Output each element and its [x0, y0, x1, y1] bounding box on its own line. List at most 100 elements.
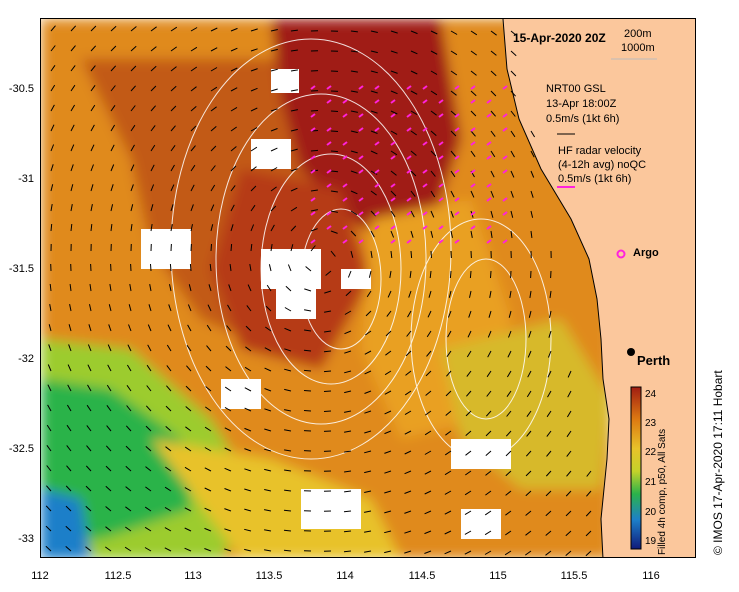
velocity-vector	[470, 150, 476, 157]
velocity-vector	[350, 130, 358, 134]
velocity-vector	[547, 350, 552, 358]
velocity-vector	[526, 390, 532, 398]
velocity-vector	[404, 450, 412, 455]
velocity-vector	[210, 106, 217, 112]
velocity-vector	[150, 224, 153, 232]
velocity-vector	[106, 425, 112, 432]
hf-vector	[374, 169, 380, 174]
argo-marker[interactable]	[616, 249, 626, 259]
velocity-vector	[125, 425, 132, 432]
velocity-vector	[485, 430, 492, 437]
velocity-vector	[290, 187, 298, 192]
hf-vector	[310, 85, 316, 90]
velocity-vector	[110, 85, 116, 92]
velocity-vector	[530, 230, 533, 238]
perth-marker[interactable]	[627, 348, 635, 356]
velocity-vector	[410, 190, 416, 197]
colorbar-tick-20: 20	[645, 507, 657, 518]
hf-vector	[486, 239, 492, 244]
hf-vector	[390, 99, 396, 104]
velocity-vector	[364, 370, 372, 375]
velocity-vector	[565, 490, 572, 497]
hf-vector	[390, 239, 396, 244]
velocity-vector	[190, 86, 197, 92]
velocity-vector	[184, 547, 192, 552]
hf-vector	[390, 113, 396, 118]
velocity-vector	[404, 530, 412, 534]
velocity-vector	[170, 184, 175, 192]
velocity-vector	[225, 366, 232, 372]
velocity-vector	[506, 370, 512, 378]
velocity-vector	[284, 307, 292, 312]
velocity-vector	[265, 326, 272, 332]
velocity-vector	[227, 304, 232, 312]
velocity-vector	[270, 244, 273, 252]
velocity-vector	[230, 106, 238, 112]
velocity-vector	[110, 25, 117, 32]
velocity-vector	[126, 364, 132, 372]
velocity-vector	[384, 390, 392, 395]
velocity-vector	[85, 465, 92, 472]
velocity-vector	[85, 505, 92, 512]
velocity-vector	[310, 110, 319, 112]
velocity-vector	[90, 124, 95, 132]
velocity-vector	[510, 170, 515, 178]
velocity-vector	[210, 47, 218, 52]
velocity-vector	[150, 144, 156, 152]
velocity-vector	[344, 310, 352, 315]
velocity-vector	[485, 490, 492, 496]
velocity-vector	[108, 324, 112, 332]
velocity-vector	[145, 466, 152, 472]
velocity-vector	[90, 184, 94, 192]
velocity-vector	[470, 90, 477, 97]
velocity-vector	[506, 410, 512, 417]
map-date: 15-Apr-2020 20Z	[513, 31, 606, 45]
velocity-vector	[585, 550, 592, 557]
velocity-vector	[445, 410, 452, 416]
hf-vector	[486, 225, 492, 230]
velocity-vector	[404, 550, 412, 554]
sst-map[interactable]: 15-Apr-2020 20Z 200m 1000m NRT00 GSL 13-…	[40, 18, 696, 558]
velocity-vector	[404, 430, 412, 435]
velocity-vector	[330, 130, 339, 132]
velocity-vector	[70, 45, 76, 52]
hf-vector	[502, 211, 508, 216]
velocity-vector	[330, 210, 338, 213]
velocity-vector	[386, 310, 392, 317]
velocity-vector	[384, 550, 392, 554]
velocity-vector	[229, 264, 232, 272]
x-tick: 112.5	[104, 570, 132, 582]
velocity-vector	[324, 290, 332, 294]
velocity-vector	[110, 144, 115, 152]
velocity-vector	[186, 365, 192, 372]
velocity-vector	[507, 350, 512, 358]
velocity-vector	[145, 486, 152, 492]
velocity-vector	[445, 430, 452, 436]
velocity-vector	[250, 127, 258, 132]
velocity-vector	[385, 350, 392, 356]
hf-vector	[422, 183, 428, 188]
hf-vector	[406, 113, 412, 118]
velocity-vector	[106, 384, 112, 392]
velocity-vector	[284, 469, 292, 472]
hf-vector	[438, 99, 444, 104]
hf-vector	[406, 239, 412, 244]
velocity-vector	[384, 410, 392, 415]
velocity-vector	[144, 547, 152, 552]
hf-vector	[390, 155, 396, 160]
velocity-vector	[546, 450, 552, 457]
velocity-vector	[450, 210, 454, 218]
velocity-vector	[66, 445, 72, 452]
velocity-vector	[290, 128, 298, 132]
velocity-vector	[130, 204, 134, 212]
velocity-vector	[170, 224, 173, 232]
velocity-vector	[109, 284, 112, 292]
velocity-vector	[545, 550, 552, 556]
velocity-vector	[407, 310, 412, 318]
velocity-vector	[85, 526, 92, 532]
velocity-vector	[526, 430, 532, 437]
velocity-vector	[290, 168, 298, 172]
velocity-vector	[450, 150, 456, 157]
velocity-vector	[70, 144, 75, 152]
velocity-vector	[344, 430, 352, 433]
